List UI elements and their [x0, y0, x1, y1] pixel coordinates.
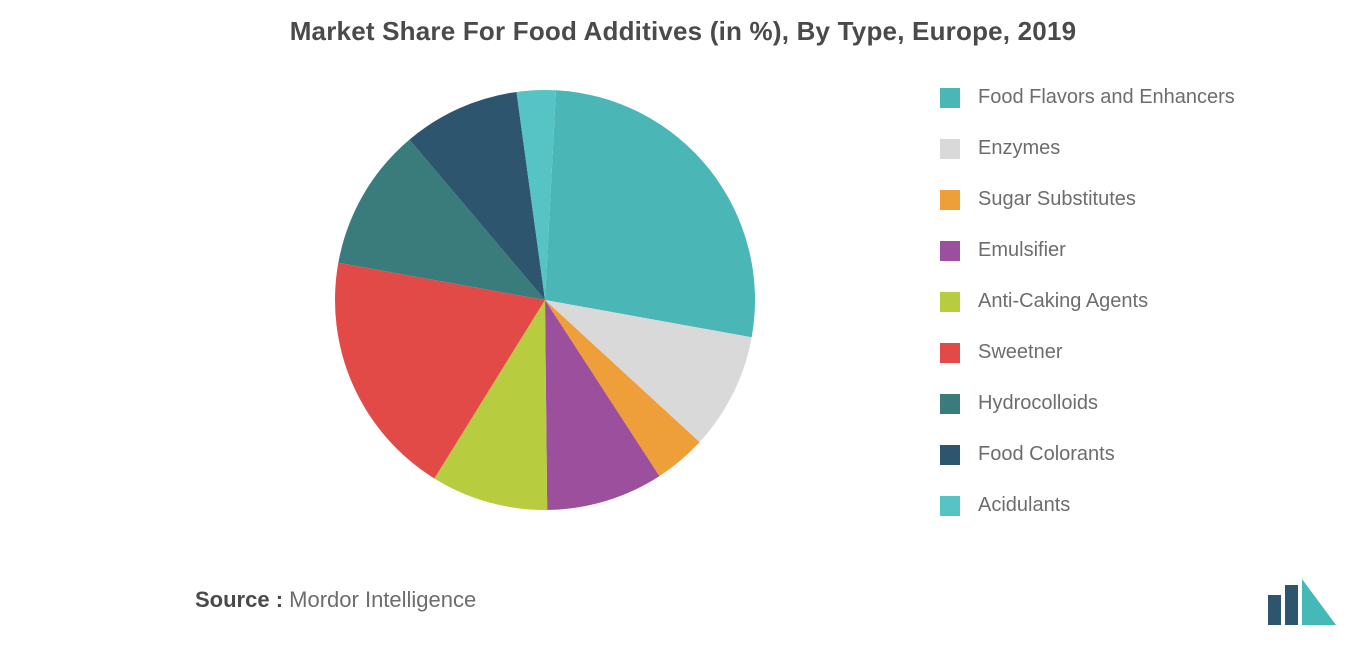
brand-logo [1266, 579, 1336, 625]
legend-swatch [940, 88, 960, 108]
legend-swatch [940, 292, 960, 312]
pie-chart [335, 90, 755, 510]
legend-item: Sweetner [940, 341, 1320, 364]
pie-slice [545, 90, 755, 337]
legend-item: Sugar Substitutes [940, 188, 1320, 211]
legend-swatch [940, 343, 960, 363]
legend-item: Hydrocolloids [940, 392, 1320, 415]
legend-label: Sugar Substitutes [978, 188, 1136, 211]
legend-swatch [940, 139, 960, 159]
chart-title: Market Share For Food Additives (in %), … [0, 16, 1366, 47]
legend-item: Acidulants [940, 494, 1320, 517]
brand-logo-svg [1266, 579, 1336, 625]
legend-swatch [940, 190, 960, 210]
legend-swatch [940, 445, 960, 465]
legend-label: Hydrocolloids [978, 392, 1098, 415]
legend-label: Enzymes [978, 137, 1060, 160]
legend-item: Anti-Caking Agents [940, 290, 1320, 313]
source-label: Source : [195, 587, 283, 612]
legend: Food Flavors and Enhancers Enzymes Sugar S… [940, 86, 1320, 545]
legend-item: Enzymes [940, 137, 1320, 160]
legend-item: Food Flavors and Enhancers [940, 86, 1320, 109]
legend-label: Food Colorants [978, 443, 1115, 466]
legend-label: Food Flavors and Enhancers [978, 86, 1235, 109]
legend-label: Emulsifier [978, 239, 1066, 262]
logo-bar-1 [1268, 595, 1281, 625]
chart-area: Food Flavors and Enhancers Enzymes Sugar S… [0, 70, 1366, 540]
legend-swatch [940, 241, 960, 261]
pie-svg [335, 90, 755, 510]
legend-swatch [940, 496, 960, 516]
legend-item: Emulsifier [940, 239, 1320, 262]
legend-label: Sweetner [978, 341, 1063, 364]
legend-label: Acidulants [978, 494, 1070, 517]
logo-bar-2 [1285, 585, 1298, 625]
legend-label: Anti-Caking Agents [978, 290, 1148, 313]
logo-wedge [1302, 579, 1336, 625]
legend-item: Food Colorants [940, 443, 1320, 466]
source-line: Source : Mordor Intelligence [195, 587, 476, 613]
legend-swatch [940, 394, 960, 414]
source-value: Mordor Intelligence [289, 587, 476, 612]
chart-container: Market Share For Food Additives (in %), … [0, 0, 1366, 655]
